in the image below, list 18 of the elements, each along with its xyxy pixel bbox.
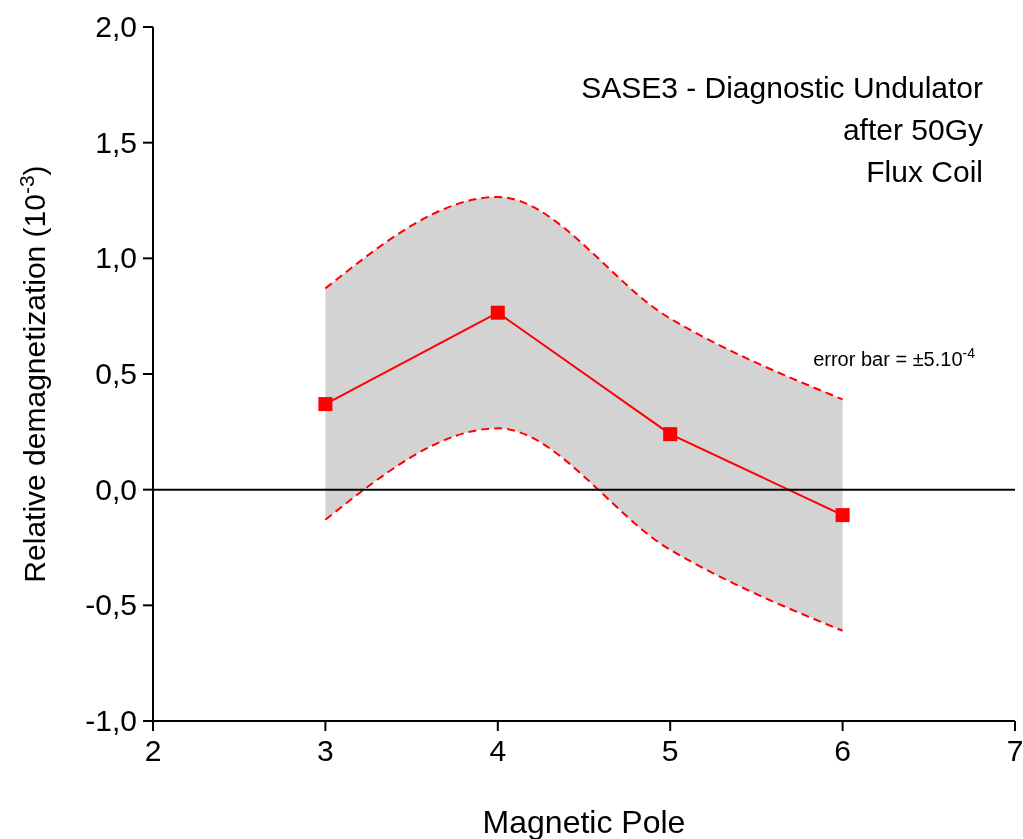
y-tick-label: -0,5 — [85, 588, 137, 622]
x-tick-label: 2 — [144, 734, 162, 767]
y-tick-label: -1,0 — [85, 704, 137, 737]
annotation: after 50Gy — [842, 113, 983, 146]
x-axis-title: Magnetic Pole — [482, 804, 686, 839]
y-tick-label: 1,5 — [95, 125, 137, 159]
y-tick-label: 1,0 — [95, 241, 137, 275]
x-tick-label: 7 — [1006, 734, 1023, 767]
annotation: error bar = ±5.10$^{-4}$ — [813, 345, 976, 370]
y-tick-label: 0,5 — [95, 357, 137, 390]
y-tick-label: 2,0 — [95, 10, 137, 43]
x-tick-label: 5 — [661, 734, 679, 767]
x-tick-label: 4 — [489, 734, 507, 767]
annotation: Flux Coil — [866, 155, 983, 188]
y-tick-label: 0,0 — [95, 472, 137, 506]
x-tick-label: 6 — [834, 734, 851, 767]
x-tick-label: 3 — [317, 734, 334, 767]
text: SASE3 - Diagnostic Undulator — [581, 71, 983, 104]
